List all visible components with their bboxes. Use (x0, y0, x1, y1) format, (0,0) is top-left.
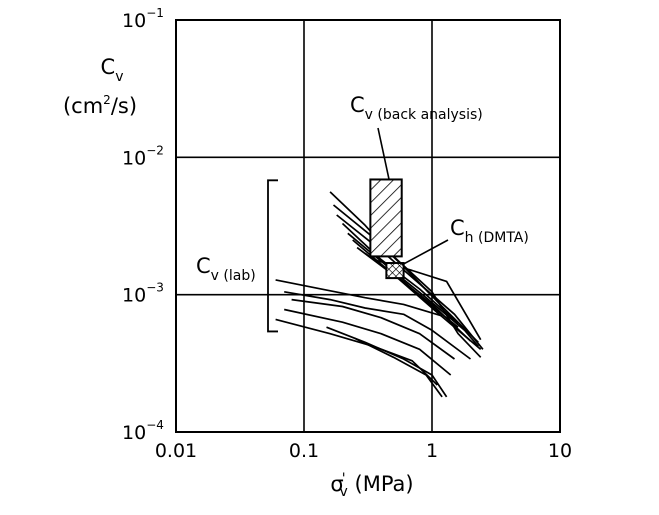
y-tick-labels: 10−4 10−3 10−2 10−1 (122, 6, 164, 444)
lab-label: Cv (lab) (196, 254, 256, 284)
y-tick-label: 10−3 (122, 281, 164, 307)
series-line (284, 308, 452, 376)
series-line (291, 298, 455, 360)
y-axis-label-line2: (cm2/s) (63, 93, 137, 118)
x-tick-label: 10 (548, 440, 572, 462)
x-axis-label: σ' v (MPa) (330, 471, 413, 500)
dmta-leader (401, 239, 449, 266)
series-line (326, 326, 448, 398)
series-line (275, 318, 438, 386)
series-line (275, 279, 443, 317)
back-analysis-region (369, 178, 403, 258)
dmta-region (385, 262, 405, 280)
bracket-line (267, 179, 278, 333)
y-tick-label: 10−2 (122, 143, 164, 169)
x-tick-label: 1 (426, 440, 438, 462)
series-line (354, 337, 443, 398)
x-tick-label: 0.1 (289, 440, 319, 462)
back-analysis-leader (377, 127, 390, 180)
x-tick-label: 0.01 (155, 440, 197, 462)
region-labels: Cv (back analysis) Ch (DMTA) Cv (lab) (196, 93, 529, 284)
plot-frame (175, 19, 561, 433)
y-tick-label: 10−4 (122, 418, 164, 444)
series-line (364, 252, 459, 328)
dmta-label: Ch (DMTA) (450, 216, 529, 246)
back-analysis-label: Cv (back analysis) (350, 93, 483, 123)
y-axis-label-line1: Cv (101, 55, 124, 85)
y-tick-label: 10−1 (122, 6, 164, 32)
x-tick-labels: 0.01 0.1 1 10 (155, 440, 572, 462)
lab-range-bracket (267, 179, 278, 333)
series-line (329, 191, 482, 358)
hatched-regions (369, 178, 405, 280)
series-line (336, 214, 484, 350)
series-line (284, 290, 472, 360)
grid-lines (176, 20, 560, 432)
